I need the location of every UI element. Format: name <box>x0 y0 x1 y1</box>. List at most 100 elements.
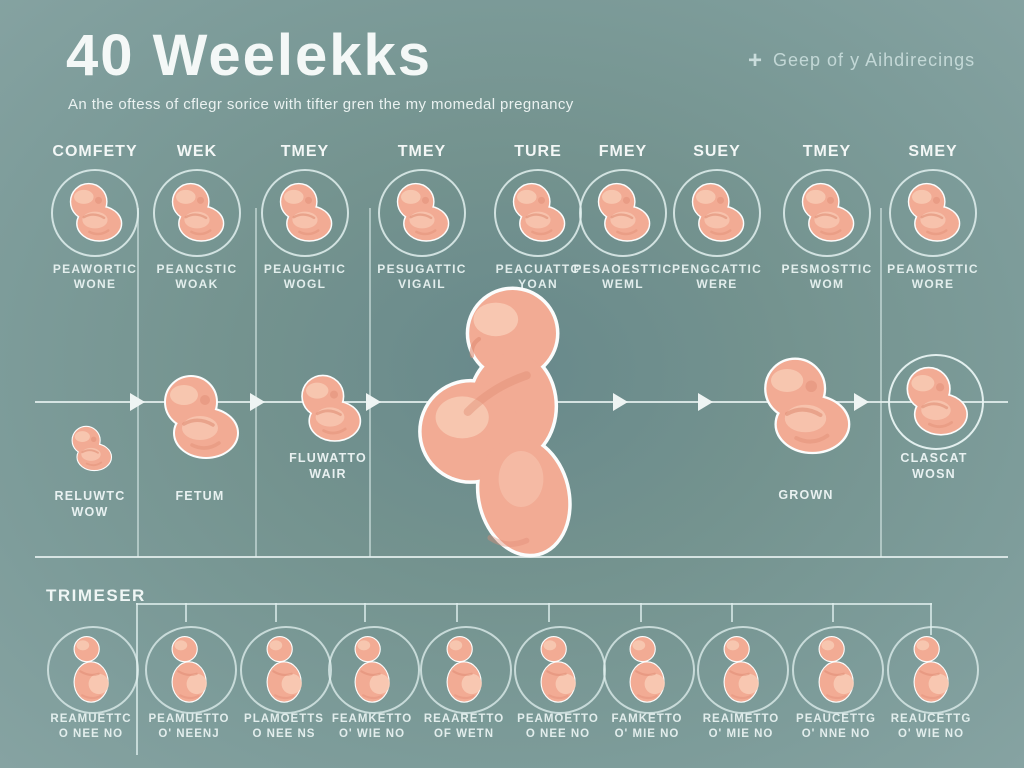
week-column-caption: WEML <box>602 277 644 291</box>
trimester-tick <box>548 603 550 622</box>
week-column-caption: WONE <box>73 277 117 291</box>
fetus-illustration <box>290 365 370 453</box>
embryo-illustration <box>64 418 118 480</box>
fetus-circle-frame <box>888 354 984 450</box>
week-column: TURE PEACUATTC YOAN <box>480 143 596 292</box>
baby-illustration <box>342 632 406 708</box>
trimester-oval <box>887 626 979 714</box>
week-column-caption: WOAK <box>175 277 219 291</box>
fetus-circle-frame <box>494 169 582 257</box>
fetus-circle-frame <box>889 169 977 257</box>
arrow-right-icon <box>854 393 869 411</box>
trimester-oval <box>697 626 789 714</box>
column-divider <box>255 208 257 557</box>
trimester-caption: REAIMETTO O' MIE NO <box>702 713 780 740</box>
section-divider <box>35 556 1008 558</box>
trimester-caption: REAMUETTC O NEE NO <box>50 713 132 740</box>
trimester-label: TRIMESER <box>46 586 146 605</box>
week-column-caption: PEAWORTIC <box>52 262 138 276</box>
trimester-bracket-end <box>930 603 932 635</box>
week-column-header: FMEY <box>598 143 648 160</box>
week-column: FMEY PESAOESTTIC WEML <box>565 143 681 292</box>
corner-note-text: Geep of y Aihdirecings <box>773 50 976 70</box>
week-column-caption: WERE <box>696 277 738 291</box>
arrow-right-icon <box>250 393 265 411</box>
corner-note: + Geep of y Aihdirecings <box>748 46 976 74</box>
week-column-caption: VIGAIL <box>398 277 446 291</box>
trimester-tick <box>640 603 642 622</box>
trimester-caption: FEAMKETTO O' WIE NO <box>331 713 413 740</box>
trimester-tick <box>731 603 733 622</box>
trimester-oval <box>328 626 420 714</box>
week-column: TMEY PESUGATTIC VIGAIL <box>364 143 480 292</box>
week-column: COMFETY PEAWORTIC WONE <box>37 143 153 292</box>
baby-illustration <box>434 632 498 708</box>
week-column-caption: PEAUGHTIC <box>263 262 347 276</box>
page-subtitle: An the oftess of cflegr sorice with tift… <box>68 96 574 113</box>
week-column-caption: PENGCATTIC <box>671 262 763 276</box>
trimester-caption: PEAMUETTO O' NEENJ <box>148 713 230 740</box>
fetus-illustration <box>792 178 862 248</box>
trimester-tick <box>275 603 277 622</box>
fetus-illustration <box>162 178 232 248</box>
fetus-circle-frame <box>378 169 466 257</box>
week-column-header: COMFETY <box>52 143 138 160</box>
fetus-circle-frame <box>579 169 667 257</box>
stage-label: GROWN <box>778 488 834 502</box>
week-column-header: TMEY <box>280 143 330 160</box>
trimester-caption: FAMKETTO O' MIE NO <box>611 713 683 740</box>
week-column-header: TMEY <box>802 143 852 160</box>
week-column: WEK PEANCSTIC WOAK <box>139 143 255 292</box>
trimester-oval <box>145 626 237 714</box>
arrow-right-icon <box>698 393 713 411</box>
column-divider <box>369 208 371 557</box>
arrow-right-icon <box>366 393 381 411</box>
baby-illustration <box>528 632 592 708</box>
fetus-circle-frame <box>261 169 349 257</box>
fetus-illustration <box>270 178 340 248</box>
week-column-caption: PESUGATTIC <box>377 262 467 276</box>
fetus-illustration <box>60 178 130 248</box>
trimester-oval <box>240 626 332 714</box>
week-column-header: TMEY <box>397 143 447 160</box>
fetus-illustration <box>682 178 752 248</box>
stage-label: CLASCAT WOSN <box>900 451 968 481</box>
week-column: TMEY PESMOSTTIC WOM <box>769 143 885 292</box>
week-column-header: SUEY <box>693 143 741 160</box>
week-column-caption: PESMOSTTIC <box>781 262 873 276</box>
week-column: SUEY PENGCATTIC WERE <box>659 143 775 292</box>
fetus-illustration <box>898 178 968 248</box>
fetus-illustration <box>895 361 977 443</box>
page-title: 40 Weelekks <box>66 23 432 88</box>
trimester-oval <box>603 626 695 714</box>
week-column: SMEY PEAMOSTTIC WORE <box>875 143 991 292</box>
baby-illustration <box>61 632 125 708</box>
fetus-illustration <box>748 343 863 471</box>
week-column-caption: WOGL <box>283 277 327 291</box>
plus-icon: + <box>748 46 764 74</box>
week-column-caption: PEAMOSTTIC <box>887 262 979 276</box>
fetus-circle-frame <box>51 169 139 257</box>
week-column-header: WEK <box>176 143 218 160</box>
trimester-oval <box>514 626 606 714</box>
fetus-illustration <box>503 178 573 248</box>
arrow-right-icon <box>613 393 628 411</box>
fetus-illustration <box>387 178 457 248</box>
week-column-caption: PEANCSTIC <box>156 262 238 276</box>
week-column-caption: YOAN <box>518 277 558 291</box>
stage-label: FLUWATTO WAIR <box>289 451 367 481</box>
stage-label: RELUWTC WOW <box>54 489 126 519</box>
baby-illustration <box>901 632 965 708</box>
trimester-tick <box>832 603 834 622</box>
week-column-caption: PESAOESTTIC <box>573 262 673 276</box>
trimester-bracket <box>136 603 932 605</box>
trimester-tick <box>456 603 458 622</box>
baby-illustration <box>806 632 870 708</box>
trimester-tick <box>185 603 187 622</box>
fetus-illustration <box>150 362 250 474</box>
arrow-right-icon <box>130 393 145 411</box>
column-divider <box>880 208 882 557</box>
week-column-header: SMEY <box>908 143 958 160</box>
trimester-caption: PEAMOETTO O NEE NO <box>517 713 599 740</box>
